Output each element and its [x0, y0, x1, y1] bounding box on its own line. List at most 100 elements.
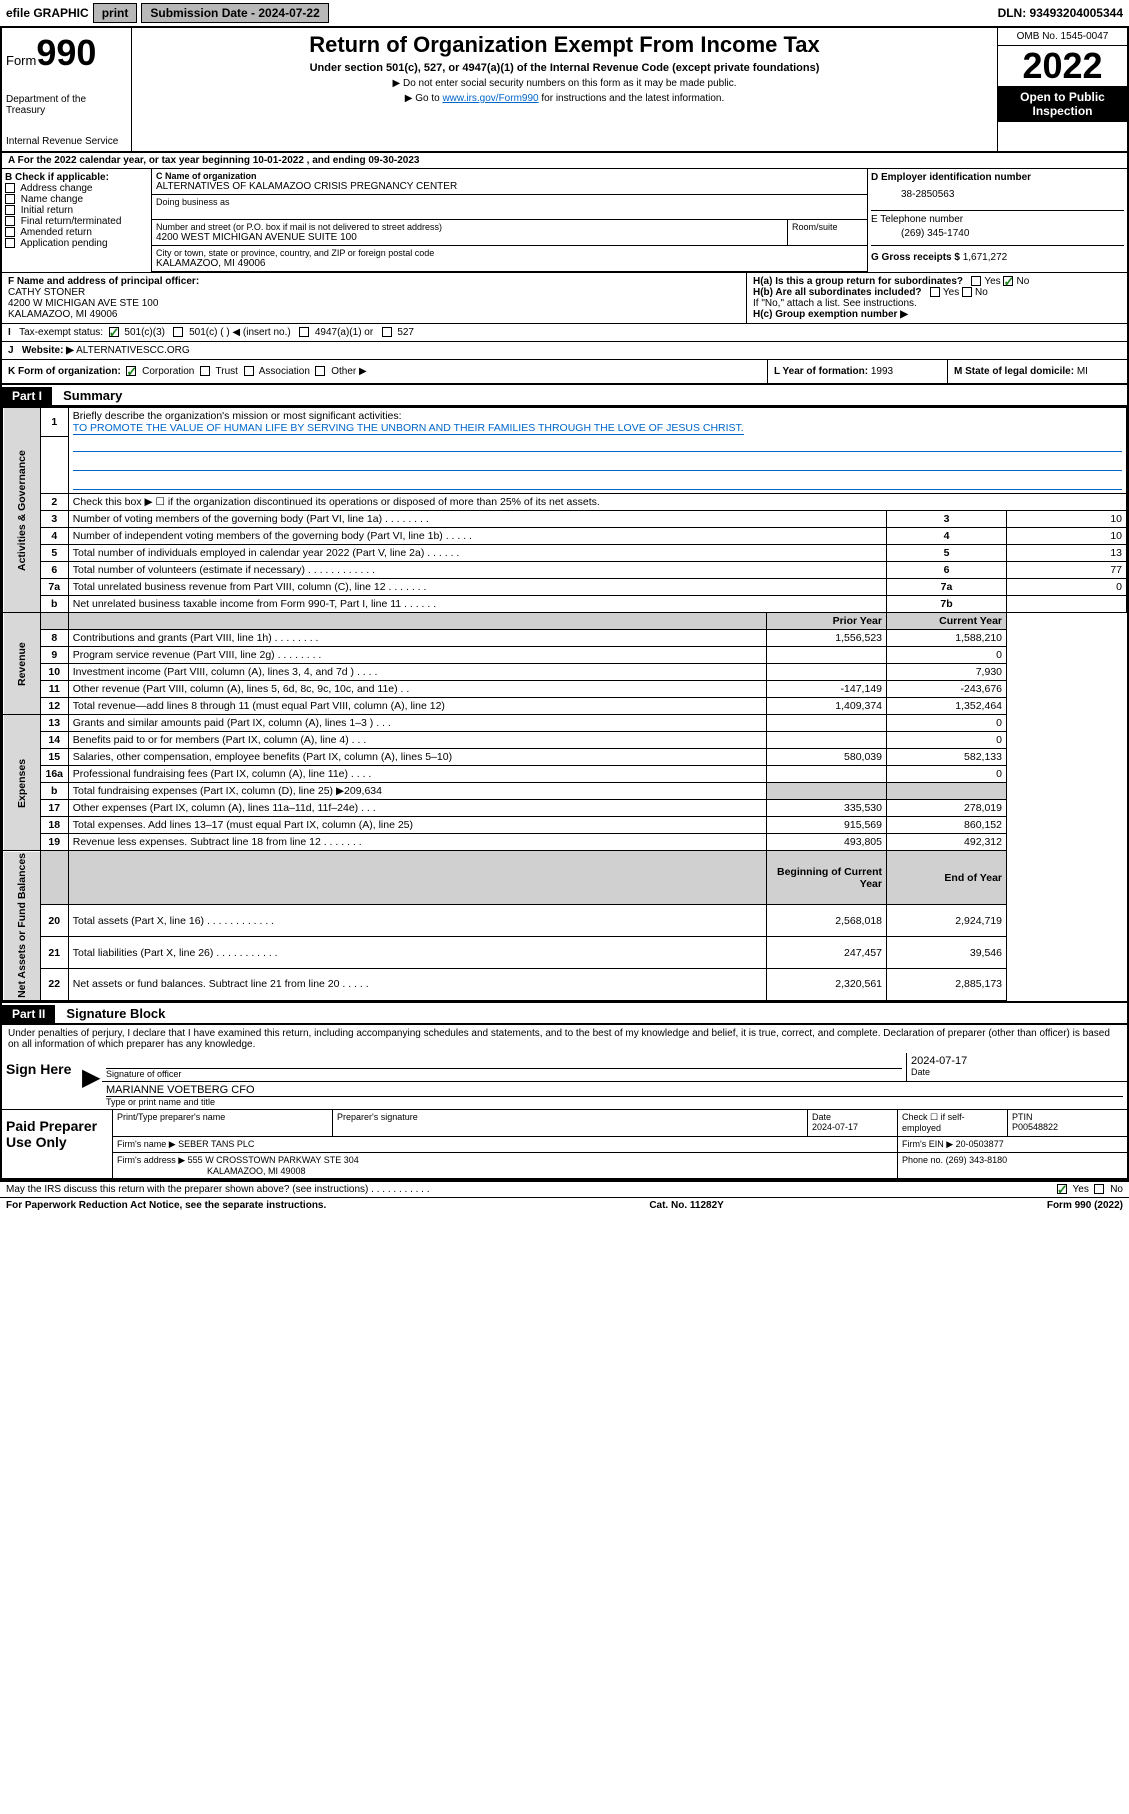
h-b: H(b) Are all subordinates included? Yes … — [753, 287, 1121, 298]
h-a: H(a) Is this a group return for subordin… — [753, 276, 1121, 287]
checkbox-item: Amended return — [5, 227, 148, 238]
section-c: C Name of organization ALTERNATIVES OF K… — [152, 169, 867, 272]
k-option: Trust — [194, 366, 238, 377]
cat-no: Cat. No. 11282Y — [649, 1200, 723, 1211]
group-label: Net Assets or Fund Balances — [3, 851, 41, 1001]
section-f: F Name and address of principal officer:… — [2, 273, 747, 323]
ptin-value: P00548822 — [1012, 1122, 1123, 1132]
ptin-label: PTIN — [1012, 1112, 1123, 1122]
efile-label: efile GRAPHIC — [6, 6, 89, 20]
checkbox-item: Final return/terminated — [5, 216, 148, 227]
topbar: efile GRAPHIC print Submission Date - 20… — [0, 0, 1129, 28]
summary-table: Activities & Governance 1 Briefly descri… — [2, 407, 1127, 1001]
form-subtitle-1: Under section 501(c), 527, or 4947(a)(1)… — [136, 62, 993, 74]
firm-phone-label: Phone no. — [902, 1155, 943, 1165]
dln-label: DLN: 93493204005344 — [998, 6, 1123, 20]
preparer-sig-label: Preparer's signature — [337, 1112, 803, 1122]
part2-header: Part II — [2, 1005, 55, 1023]
org-name: ALTERNATIVES OF KALAMAZOO CRISIS PREGNAN… — [156, 181, 863, 192]
phone-label: E Telephone number — [871, 210, 1124, 225]
form-990-number: 990 — [36, 32, 96, 73]
part2-title: Signature Block — [58, 1006, 165, 1021]
preparer-date-label: Date — [812, 1112, 893, 1122]
section-m: M State of legal domicile: MI — [947, 360, 1127, 383]
gross-value: 1,671,272 — [963, 252, 1008, 263]
preparer-date-value: 2024-07-17 — [812, 1122, 893, 1132]
room-label: Room/suite — [792, 222, 863, 232]
form-word: Form — [6, 53, 36, 68]
form-title: Return of Organization Exempt From Incom… — [136, 32, 993, 58]
form-subtitle-3: ▶ Go to www.irs.gov/Form990 for instruct… — [136, 93, 993, 104]
dba-label: Doing business as — [156, 197, 863, 207]
officer-addr: 4200 W MICHIGAN AVE STE 100 — [8, 298, 740, 309]
footer-row: For Paperwork Reduction Act Notice, see … — [0, 1197, 1129, 1213]
firm-addr1: 555 W CROSSTOWN PARKWAY STE 304 — [188, 1155, 359, 1165]
preparer-name-label: Print/Type preparer's name — [117, 1112, 328, 1122]
sig-date-value: 2024-07-17 — [911, 1055, 1123, 1067]
paid-preparer-label: Paid Preparer Use Only — [2, 1110, 112, 1178]
website-value: ALTERNATIVESCC.ORG — [76, 345, 190, 356]
omb-number: OMB No. 1545-0047 — [998, 28, 1127, 46]
checkbox-item: Name change — [5, 194, 148, 205]
gross-receipts: G Gross receipts $ 1,671,272 — [871, 245, 1124, 263]
f-label: F Name and address of principal officer: — [8, 276, 740, 287]
department-label: Department of the Treasury — [6, 94, 127, 116]
sig-date-label: Date — [911, 1067, 1123, 1077]
firm-name-label: Firm's name ▶ — [117, 1139, 176, 1149]
section-h: H(a) Is this a group return for subordin… — [747, 273, 1127, 323]
ein-value: 38-2850563 — [871, 183, 1124, 210]
section-l: L Year of formation: 1993 — [767, 360, 947, 383]
line-a-text: For the 2022 calendar year, or tax year … — [18, 155, 420, 166]
section-b: B Check if applicable: Address change Na… — [2, 169, 152, 272]
ein-label: D Employer identification number — [871, 172, 1124, 183]
signature-block: Sign Here ▶ Signature of officer 2024-07… — [0, 1053, 1129, 1181]
officer-name: CATHY STONER — [8, 287, 740, 298]
penalties-text: Under penalties of perjury, I declare th… — [0, 1025, 1129, 1053]
h-c: H(c) Group exemption number ▶ — [753, 309, 1121, 320]
sig-name: MARIANNE VOETBERG CFO — [106, 1084, 1123, 1097]
self-employed-check: Check ☐ if self-employed — [902, 1112, 1003, 1133]
firm-phone: (269) 343-8180 — [946, 1155, 1008, 1165]
discuss-yes: Yes — [1073, 1184, 1089, 1195]
irs-link[interactable]: www.irs.gov/Form990 — [442, 93, 538, 104]
inspect-line2: Inspection — [1000, 104, 1125, 118]
firm-name: SEBER TANS PLC — [178, 1139, 254, 1149]
street-address: 4200 WEST MICHIGAN AVENUE SUITE 100 — [156, 232, 783, 243]
group-label: Revenue — [3, 613, 41, 715]
form-footer: Form 990 (2022) — [1047, 1200, 1123, 1211]
firm-ein-label: Firm's EIN ▶ — [902, 1139, 953, 1149]
section-d-e-g: D Employer identification number 38-2850… — [867, 169, 1127, 272]
k-option: Association — [238, 366, 310, 377]
k-option: Corporation — [124, 366, 195, 377]
addr-label: Number and street (or P.O. box if mail i… — [156, 222, 783, 232]
inspection-badge: Open to Public Inspection — [998, 86, 1127, 122]
goto-pre: ▶ Go to — [405, 93, 443, 104]
goto-post: for instructions and the latest informat… — [539, 93, 725, 104]
line-a: A For the 2022 calendar year, or tax yea… — [2, 153, 1127, 169]
city-value: KALAMAZOO, MI 49006 — [156, 258, 863, 269]
form-header: Form990 Department of the Treasury Inter… — [0, 28, 1129, 153]
discuss-row: May the IRS discuss this return with the… — [0, 1181, 1129, 1197]
k-option: Other ▶ — [310, 366, 367, 377]
paperwork-notice: For Paperwork Reduction Act Notice, see … — [6, 1200, 326, 1211]
c-name-label: C Name of organization — [156, 171, 863, 181]
group-label: Expenses — [3, 715, 41, 851]
section-j: J Website: ▶ ALTERNATIVESCC.ORG — [8, 345, 190, 356]
tax-year: 2022 — [998, 46, 1127, 86]
checkbox-item: Address change — [5, 183, 148, 194]
firm-addr-label: Firm's address ▶ — [117, 1155, 185, 1165]
h-note: If "No," attach a list. See instructions… — [753, 298, 1121, 309]
gross-label: G Gross receipts $ — [871, 252, 960, 263]
group-label: Activities & Governance — [3, 408, 41, 613]
inspect-line1: Open to Public — [1000, 90, 1125, 104]
sig-name-label: Type or print name and title — [106, 1097, 1123, 1107]
b-header: B Check if applicable: — [5, 172, 148, 183]
section-k: K Form of organization: Corporation Trus… — [2, 360, 767, 383]
form-subtitle-2: ▶ Do not enter social security numbers o… — [136, 78, 993, 89]
discuss-text: May the IRS discuss this return with the… — [6, 1184, 430, 1195]
city-label: City or town, state or province, country… — [156, 248, 863, 258]
submission-date-button[interactable]: Submission Date - 2024-07-22 — [141, 3, 328, 23]
irs-label: Internal Revenue Service — [6, 136, 127, 147]
print-button[interactable]: print — [93, 3, 138, 23]
phone-value: (269) 345-1740 — [871, 225, 1124, 245]
